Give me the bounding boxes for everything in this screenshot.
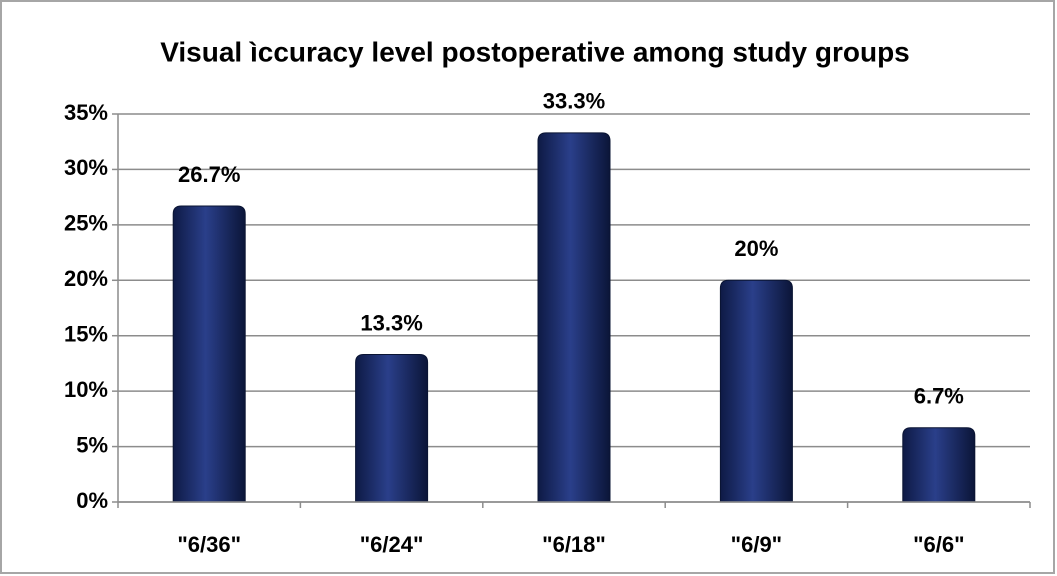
- bar: [719, 279, 793, 503]
- y-tick-label: 10%: [64, 377, 108, 402]
- y-tick-label: 15%: [64, 322, 108, 347]
- value-label: 26.7%: [178, 162, 240, 187]
- x-tick-label: "6/36": [177, 532, 241, 557]
- y-tick-label: 30%: [64, 155, 108, 180]
- bar: [902, 427, 976, 503]
- bar: [355, 354, 429, 503]
- bar: [537, 132, 611, 503]
- y-tick-label: 20%: [64, 266, 108, 291]
- x-tick-label: "6/9": [731, 532, 782, 557]
- chart-title: Visual ìccuracy level postoperative amon…: [160, 36, 910, 67]
- value-label: 13.3%: [360, 310, 422, 335]
- x-tick-label: "6/6": [913, 532, 964, 557]
- y-tick-label: 0%: [76, 488, 108, 513]
- bar: [172, 205, 246, 503]
- x-tick-label: "6/18": [542, 532, 606, 557]
- y-tick-label: 35%: [64, 100, 108, 125]
- value-label: 33.3%: [543, 89, 605, 114]
- value-label: 20%: [734, 236, 778, 261]
- y-tick-label: 5%: [76, 432, 108, 457]
- x-tick-label: "6/24": [360, 532, 424, 557]
- y-tick-label: 25%: [64, 211, 108, 236]
- value-label: 6.7%: [914, 384, 964, 409]
